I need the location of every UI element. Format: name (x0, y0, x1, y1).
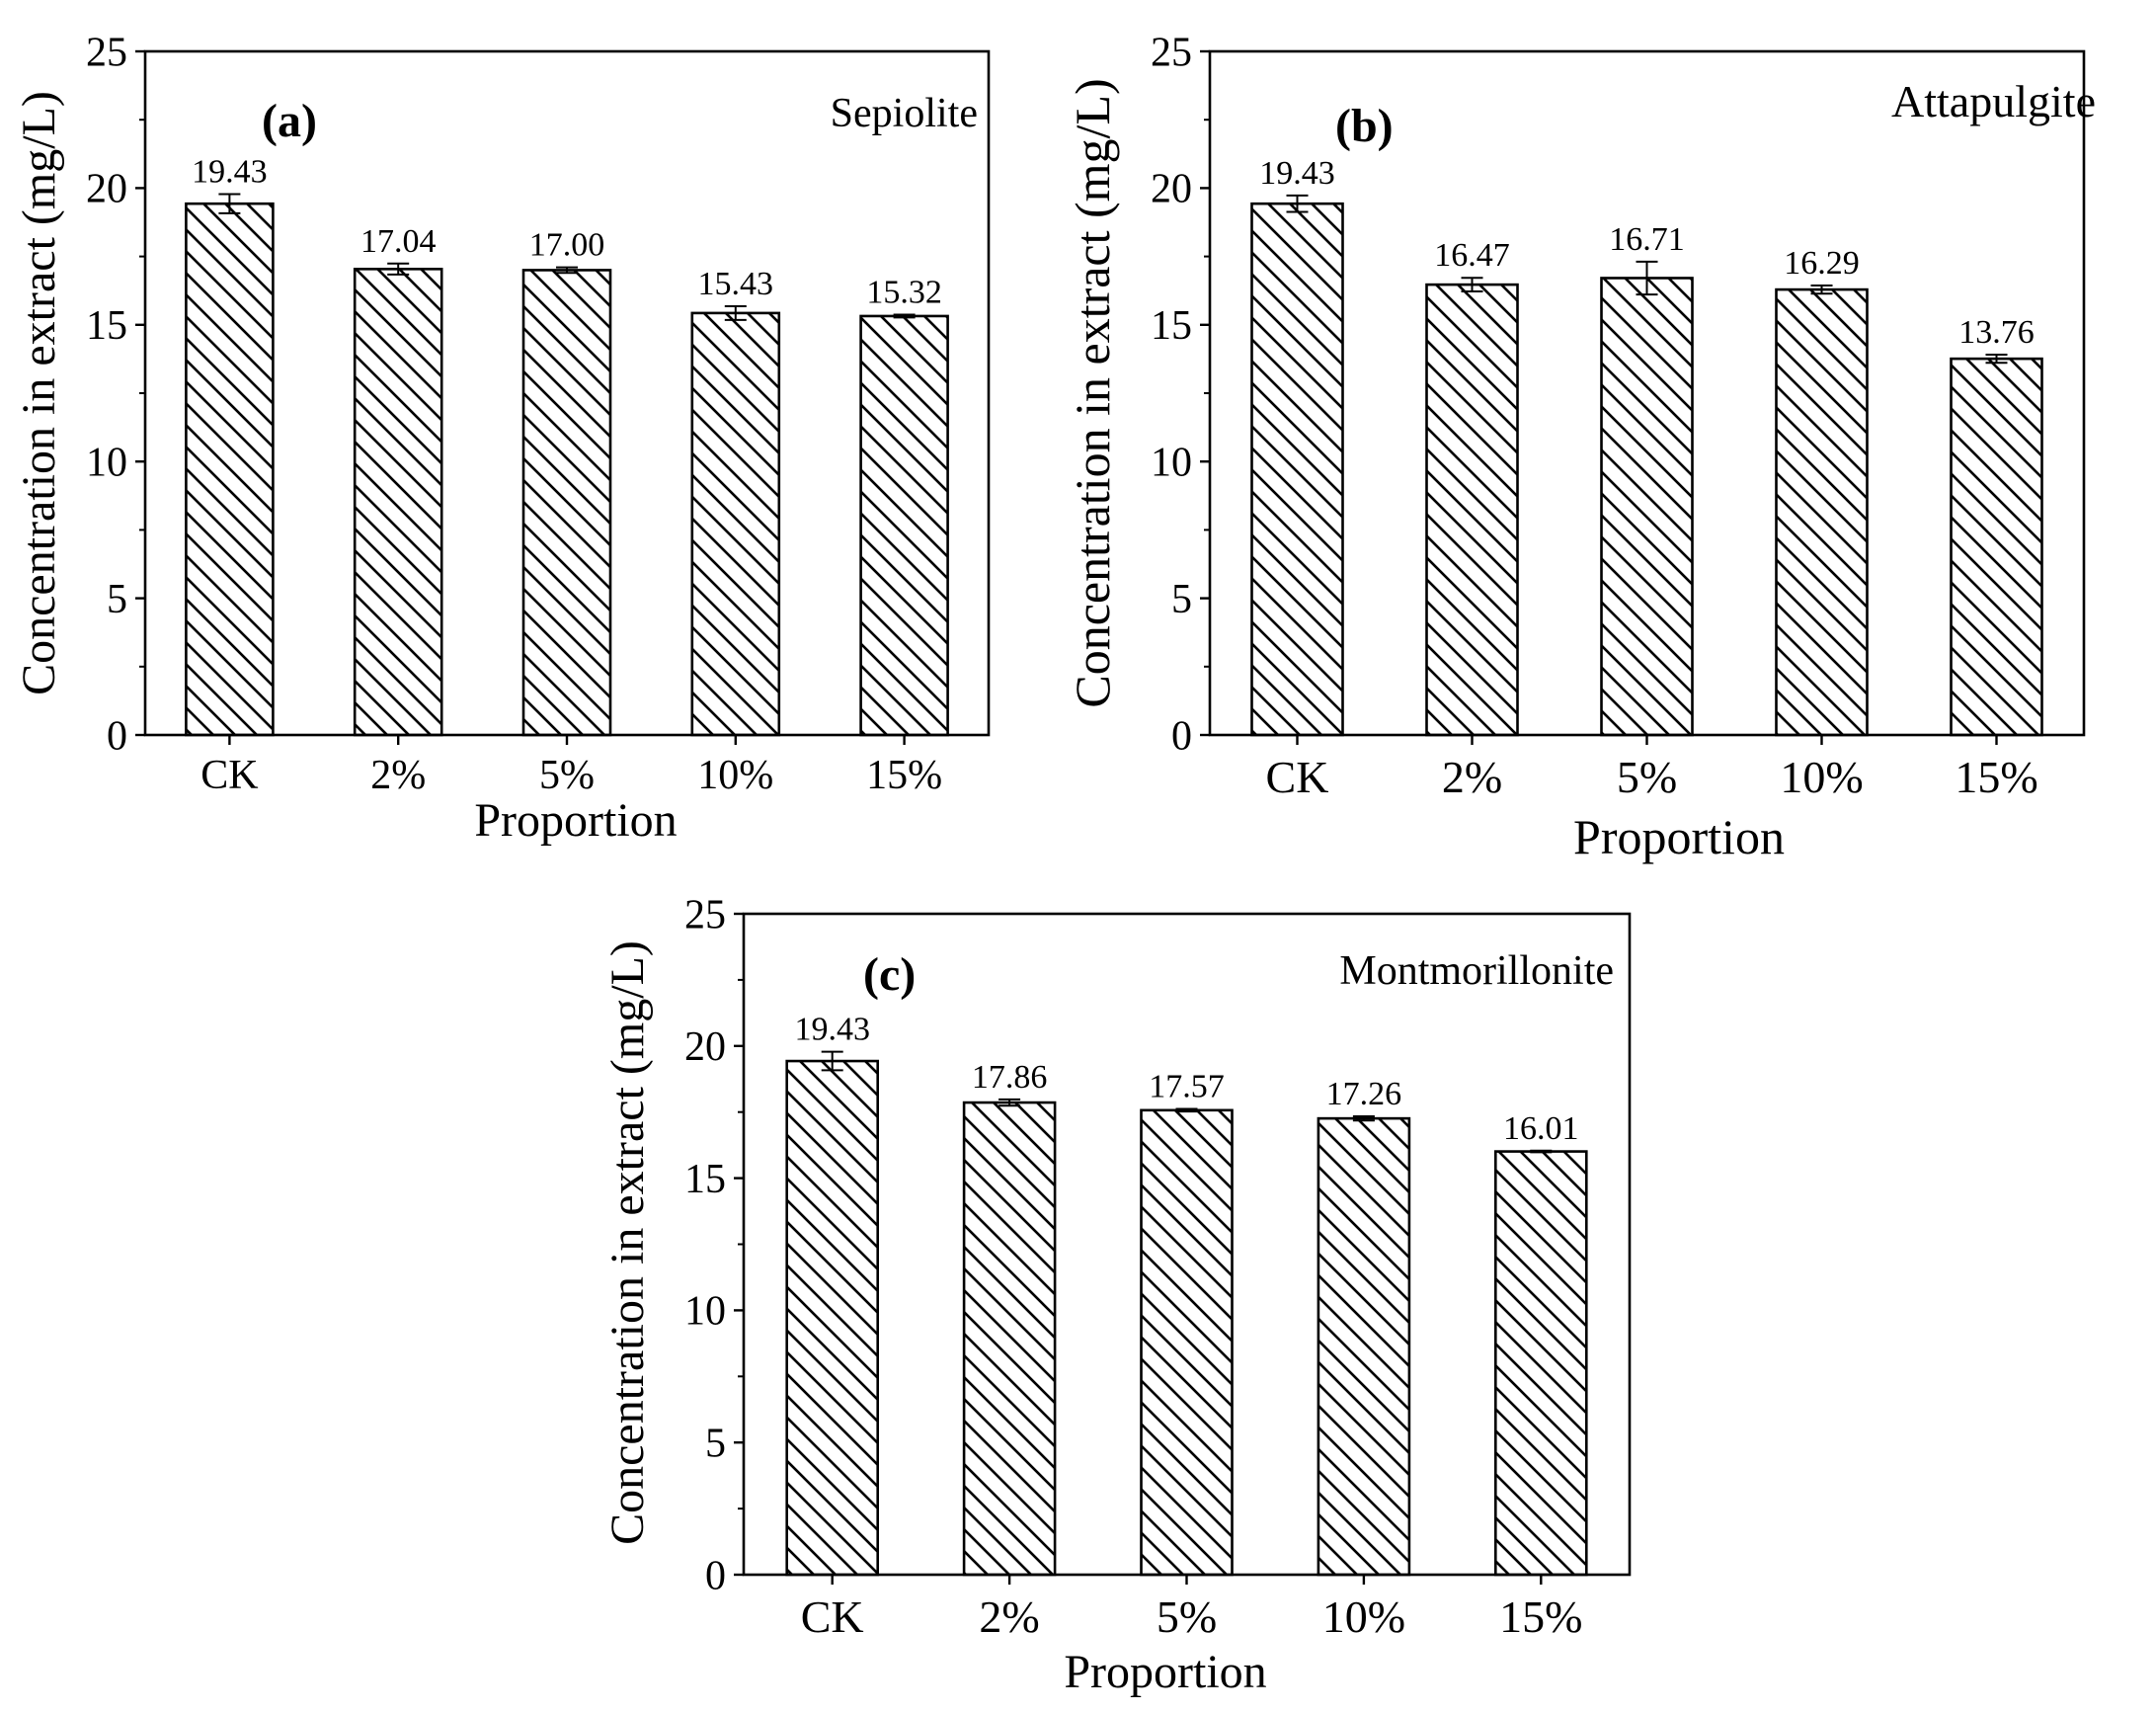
data-label: 19.43 (192, 153, 268, 190)
y-tick-label: 25 (86, 30, 127, 75)
data-label: 16.47 (1434, 237, 1510, 274)
y-tick-label: 10 (1151, 440, 1192, 485)
bar (690, 311, 781, 737)
bar (859, 314, 949, 737)
data-label: 17.57 (1149, 1068, 1225, 1104)
bar (1950, 357, 2043, 737)
y-tick-label: 5 (107, 577, 127, 622)
bar (1600, 277, 1694, 737)
data-label: 16.29 (1784, 245, 1860, 282)
x-tick-label: 10% (1322, 1591, 1405, 1642)
data-label: 13.76 (1958, 314, 2035, 351)
y-tick-label: 25 (684, 892, 726, 938)
y-tick-label: 20 (684, 1024, 726, 1070)
y-tick-label: 15 (684, 1157, 726, 1202)
x-tick-label: 5% (539, 753, 595, 798)
x-tick-label: 2% (370, 753, 426, 798)
y-axis-title: Concentration in extract (mg/L) (601, 940, 654, 1545)
y-tick-label: 5 (705, 1421, 726, 1466)
y-tick-label: 0 (1171, 713, 1192, 759)
data-label: 19.43 (794, 1012, 870, 1048)
chart-title: Attapulgite (1891, 76, 2096, 126)
bar (1250, 202, 1344, 737)
chart-title: Sepiolite (831, 91, 978, 136)
y-axis-title: Concentration in extract (mg/L) (1065, 78, 1120, 707)
x-tick-label: 5% (1617, 752, 1677, 802)
bar (785, 1059, 880, 1577)
y-tick-label: 15 (86, 303, 127, 349)
bar (1425, 283, 1519, 737)
chart-panel-2: 19.43 CK 16.47 2% 16.71 5% 16.29 10% 13.76 15% 0 5 1… (1065, 30, 2096, 864)
data-label: 17.86 (972, 1059, 1048, 1096)
data-label: 17.00 (529, 227, 605, 264)
y-axis-title: Concentration in extract (mg/L) (13, 91, 65, 695)
x-axis-title: Proportion (1064, 1646, 1266, 1698)
bar (1317, 1116, 1411, 1577)
data-label: 15.32 (866, 275, 942, 311)
x-tick-label: 15% (866, 753, 942, 798)
y-tick-label: 0 (107, 713, 127, 759)
data-label: 16.71 (1609, 221, 1685, 258)
y-tick-label: 20 (86, 167, 127, 212)
x-tick-label: 10% (1780, 752, 1863, 802)
bar (353, 268, 443, 737)
y-tick-label: 0 (705, 1553, 726, 1598)
chart-title: Montmorillonite (1339, 948, 1614, 994)
x-tick-label: CK (200, 753, 258, 798)
data-label: 17.26 (1326, 1076, 1402, 1112)
x-axis-title: Proportion (1573, 809, 1785, 864)
data-label: 19.43 (1259, 155, 1335, 192)
panel-letter: (c) (863, 948, 916, 1001)
data-label: 16.01 (1503, 1110, 1579, 1147)
y-tick-label: 15 (1151, 303, 1192, 349)
bar (1494, 1150, 1588, 1577)
x-tick-label: 2% (1442, 752, 1502, 802)
bar (1775, 287, 1869, 737)
y-tick-label: 25 (1151, 30, 1192, 75)
y-tick-label: 10 (684, 1289, 726, 1335)
data-label: 15.43 (698, 266, 774, 302)
bar (1140, 1108, 1234, 1577)
y-tick-label: 5 (1171, 577, 1192, 622)
x-axis-title: Proportion (474, 794, 677, 847)
x-tick-label: 2% (979, 1591, 1039, 1642)
x-tick-label: 15% (1955, 752, 2037, 802)
data-label: 17.04 (360, 223, 437, 260)
y-tick-label: 10 (86, 440, 127, 485)
chart-panel-1: 19.43 CK 17.04 2% 17.00 5% 15.43 10% 15.32 15% 0 5 1… (13, 30, 991, 847)
x-tick-label: 5% (1157, 1591, 1217, 1642)
chart-panel-3: 19.43 CK 17.86 2% 17.57 5% 17.26 10% 16.01 15% 0 5 1… (601, 892, 1632, 1698)
bar (962, 1101, 1057, 1577)
x-tick-label: 10% (697, 753, 773, 798)
panel-letter: (b) (1335, 100, 1394, 152)
x-tick-label: CK (801, 1591, 864, 1642)
bar (185, 202, 275, 737)
x-tick-label: 15% (1499, 1591, 1582, 1642)
bar (521, 269, 612, 737)
y-tick-label: 20 (1151, 167, 1192, 212)
x-tick-label: CK (1266, 752, 1329, 802)
panel-letter: (a) (262, 95, 317, 147)
